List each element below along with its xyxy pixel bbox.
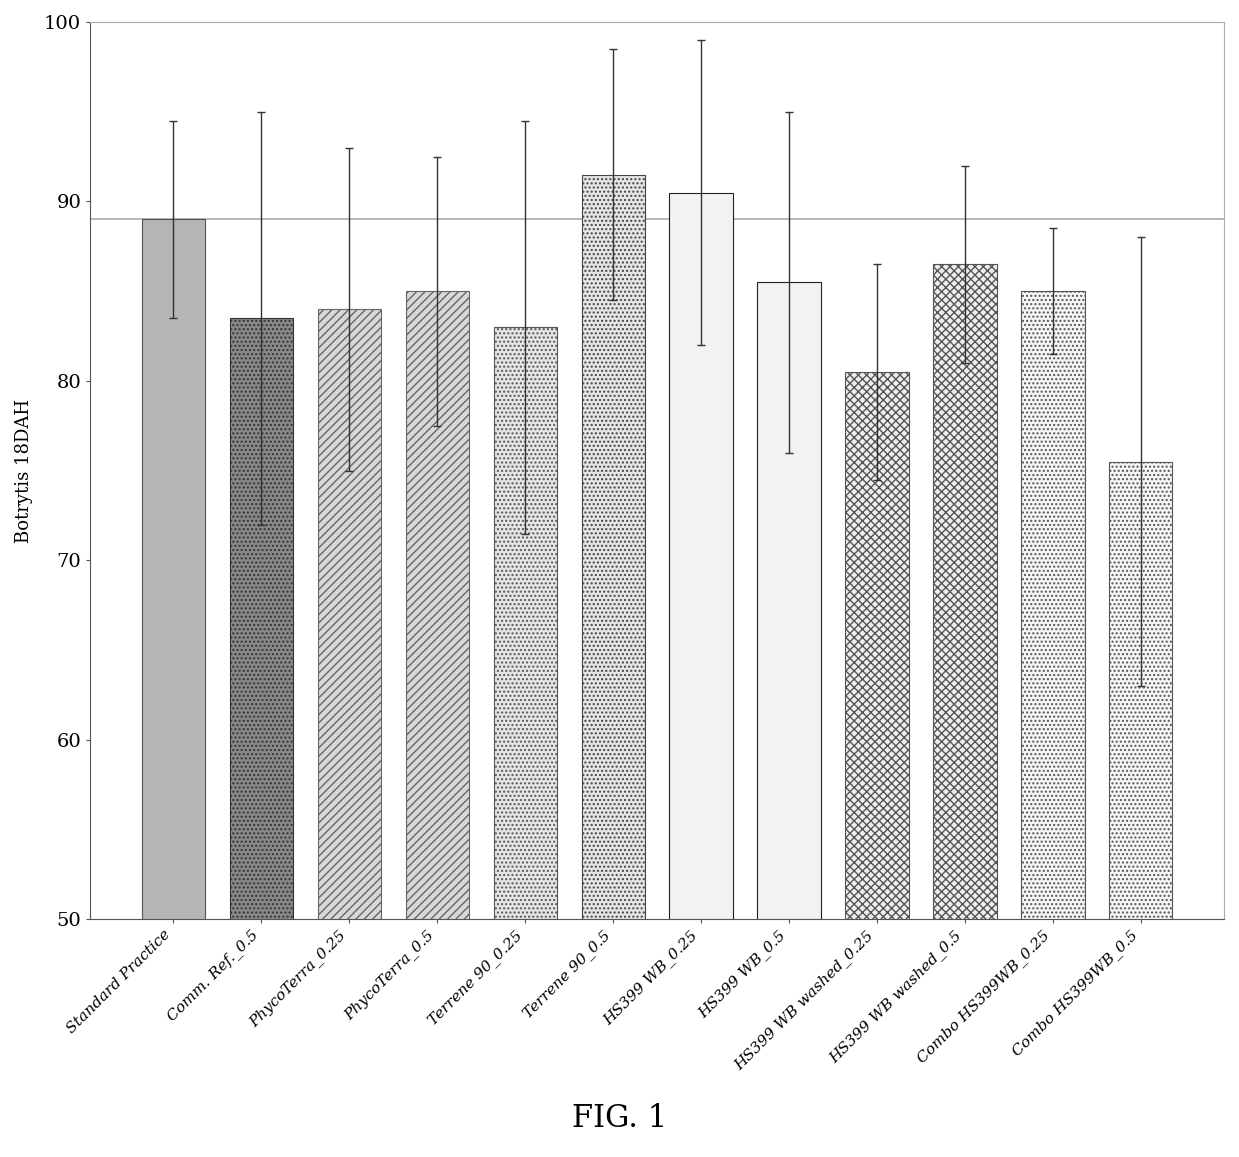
Bar	[933, 264, 996, 920]
Bar	[1109, 462, 1172, 920]
Y-axis label: Botrytis 18DAH: Botrytis 18DAH	[15, 399, 33, 543]
Bar	[581, 175, 644, 920]
Bar	[669, 192, 732, 920]
Bar	[405, 292, 468, 920]
Bar	[317, 309, 382, 920]
Bar	[493, 327, 556, 920]
Bar	[229, 318, 294, 920]
Text: FIG. 1: FIG. 1	[572, 1103, 667, 1134]
Bar	[1021, 292, 1084, 920]
Bar	[141, 220, 206, 920]
Bar	[845, 373, 908, 920]
Bar	[757, 282, 820, 920]
